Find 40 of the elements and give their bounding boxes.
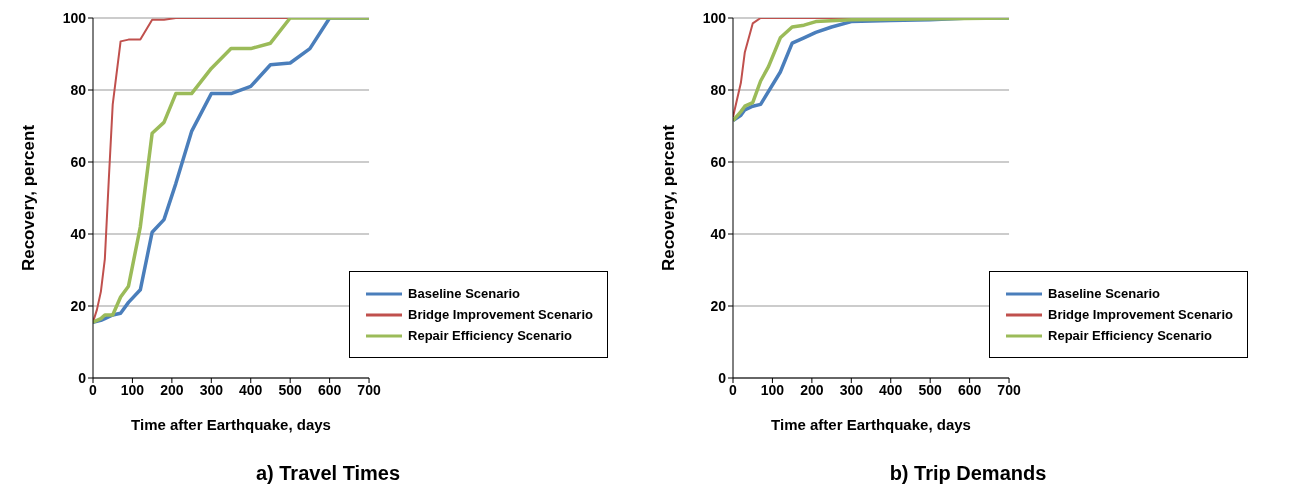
- legend-label: Repair Efficiency Scenario: [408, 328, 573, 343]
- text: a) Travel Times: [254, 462, 402, 485]
- legend-label: Baseline Scenario: [1048, 286, 1161, 301]
- legend-label: Bridge Improvement Scenario: [1048, 307, 1233, 322]
- y-axis-title: Recovery, percent: [19, 124, 39, 272]
- legend-label: Bridge Improvement Scenario: [408, 307, 593, 322]
- x-axis-title: Time after Earthquake, days: [771, 416, 971, 433]
- x-tick-label: 100: [760, 381, 785, 398]
- legend-label: Baseline Scenario: [408, 286, 521, 301]
- y-tick-label: 20: [70, 297, 87, 314]
- x-tick-label: 700: [357, 381, 381, 398]
- y-tick-label: 100: [62, 9, 87, 26]
- x-tick-label: 400: [879, 381, 903, 398]
- x-axis-title: Time after Earthquake, days: [131, 416, 331, 433]
- y-tick-label: 20: [710, 297, 727, 314]
- y-tick-label: 0: [78, 369, 87, 386]
- x-tick-label: 700: [997, 381, 1021, 398]
- x-tick-label: 600: [957, 381, 982, 398]
- x-tick-label: 200: [160, 381, 184, 398]
- y-tick-label: 80: [710, 81, 727, 98]
- y-tick-label: 100: [702, 9, 727, 26]
- text: b) Trip Demands: [888, 462, 1048, 485]
- x-tick-label: 300: [839, 381, 864, 398]
- x-tick-label: 0: [89, 381, 98, 398]
- x-tick-label: 600: [317, 381, 342, 398]
- y-tick-label: 60: [710, 153, 727, 170]
- x-tick-label: 500: [278, 381, 303, 398]
- y-tick-label: 80: [70, 81, 87, 98]
- x-tick-label: 300: [199, 381, 224, 398]
- legend-label: Repair Efficiency Scenario: [1048, 328, 1213, 343]
- x-tick-label: 100: [120, 381, 145, 398]
- y-tick-label: 40: [70, 225, 87, 242]
- x-tick-label: 0: [729, 381, 738, 398]
- x-tick-label: 400: [239, 381, 263, 398]
- x-tick-label: 200: [800, 381, 824, 398]
- y-tick-label: 60: [70, 153, 87, 170]
- y-tick-label: 40: [710, 225, 727, 242]
- y-tick-label: 0: [718, 369, 727, 386]
- y-axis-title: Recovery, percent: [659, 124, 679, 272]
- x-tick-label: 500: [918, 381, 943, 398]
